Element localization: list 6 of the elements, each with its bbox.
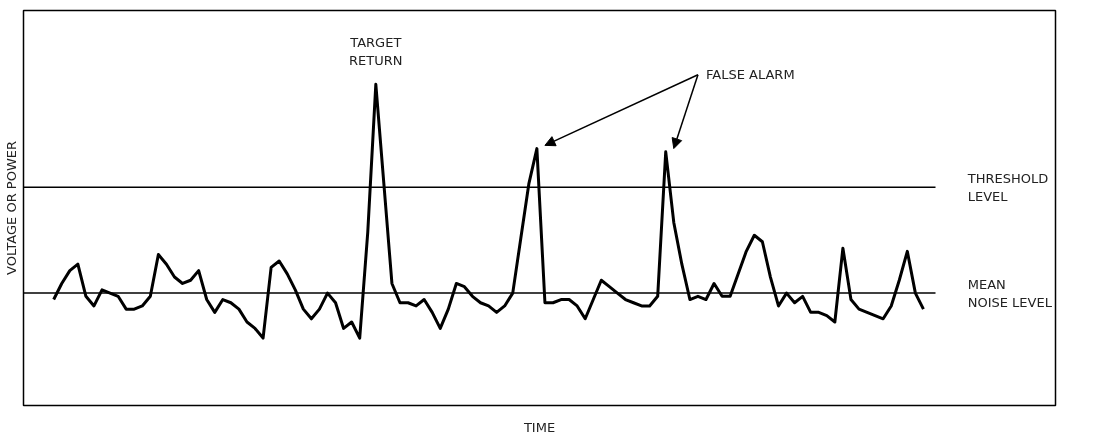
ref-line-label: THRESHOLD LEVEL (966, 170, 1049, 204)
text: TARGET RETURN (349, 35, 403, 69)
x-axis-title: TIME (522, 419, 556, 435)
ref-line-label: MEAN NOISE LEVEL (967, 276, 1053, 310)
y-axis-title: VOLTAGE OR POWER (3, 141, 19, 275)
text: FALSE ALARM (706, 67, 795, 83)
